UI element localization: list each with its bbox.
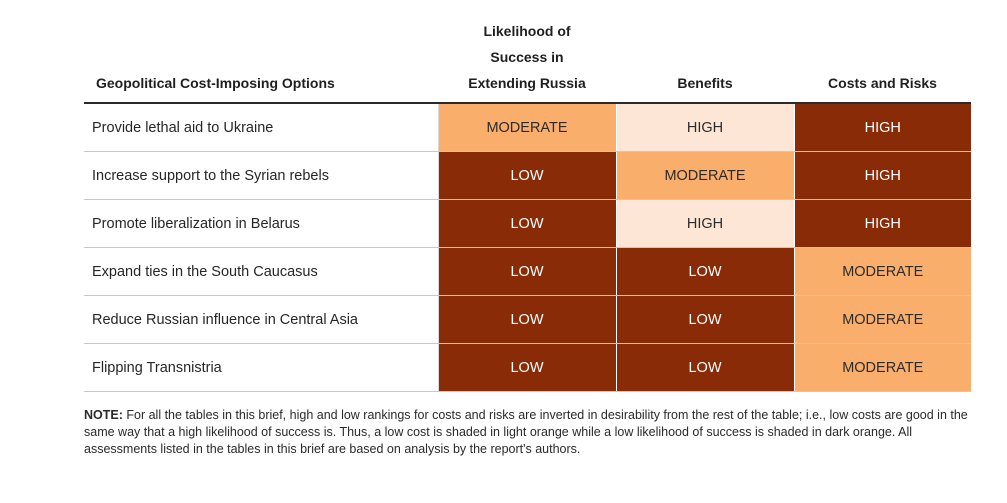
likelihood-cell: LOW (437, 343, 616, 392)
costs-cell: MODERATE (793, 343, 971, 392)
header-likelihood-line3: Extending Russia (468, 75, 586, 91)
option-cell: Reduce Russian influence in Central Asia (84, 295, 439, 344)
table-row: Increase support to the Syrian rebels LOW… (84, 151, 971, 200)
option-cell: Provide lethal aid to Ukraine (84, 104, 439, 152)
costs-cell: HIGH (793, 151, 971, 200)
option-cell: Expand ties in the South Caucasus (84, 247, 439, 296)
note-label: NOTE: (84, 408, 123, 422)
table-row: Flipping Transnistria LOW LOW MODERATE (84, 343, 971, 392)
likelihood-cell: LOW (437, 295, 616, 344)
table-row: Provide lethal aid to Ukraine MODERATE HIG… (84, 104, 971, 152)
likelihood-cell: LOW (437, 199, 616, 248)
option-cell: Increase support to the Syrian rebels (84, 151, 439, 200)
benefits-cell: LOW (615, 295, 794, 344)
costs-cell: HIGH (793, 104, 971, 152)
likelihood-cell: MODERATE (437, 104, 616, 152)
header-divider (84, 102, 971, 104)
header-likelihood-line1: Likelihood of (483, 23, 571, 39)
likelihood-cell: LOW (437, 247, 616, 296)
header-costs: Costs and Risks (828, 75, 937, 91)
benefits-cell: MODERATE (615, 151, 794, 200)
option-cell: Flipping Transnistria (84, 343, 439, 392)
table-header: Geopolitical Cost-Imposing Options Likel… (84, 20, 971, 102)
costs-cell: MODERATE (793, 295, 971, 344)
benefits-cell: LOW (615, 343, 794, 392)
header-option: Geopolitical Cost-Imposing Options (96, 75, 335, 91)
header-likelihood-line2: Success in (490, 49, 564, 65)
costs-cell: MODERATE (793, 247, 971, 296)
header-benefits: Benefits (677, 75, 733, 91)
table-row: Promote liberalization in Belarus LOW HIGH… (84, 199, 971, 248)
likelihood-cell: LOW (437, 151, 616, 200)
option-cell: Promote liberalization in Belarus (84, 199, 439, 248)
note-text: For all the tables in this brief, high a… (84, 408, 968, 456)
table-row: Expand ties in the South Caucasus LOW LOW M… (84, 247, 971, 296)
benefits-cell: HIGH (615, 199, 794, 248)
table-note: NOTE: For all the tables in this brief, … (84, 407, 974, 458)
costs-cell: HIGH (793, 199, 971, 248)
table-row: Reduce Russian influence in Central Asia… (84, 295, 971, 344)
options-table: Provide lethal aid to Ukraine MODERATE HIG… (84, 104, 971, 392)
header-likelihood: Likelihood of Success in Extending Russi… (438, 18, 616, 96)
benefits-cell: LOW (615, 247, 794, 296)
benefits-cell: HIGH (615, 104, 794, 152)
